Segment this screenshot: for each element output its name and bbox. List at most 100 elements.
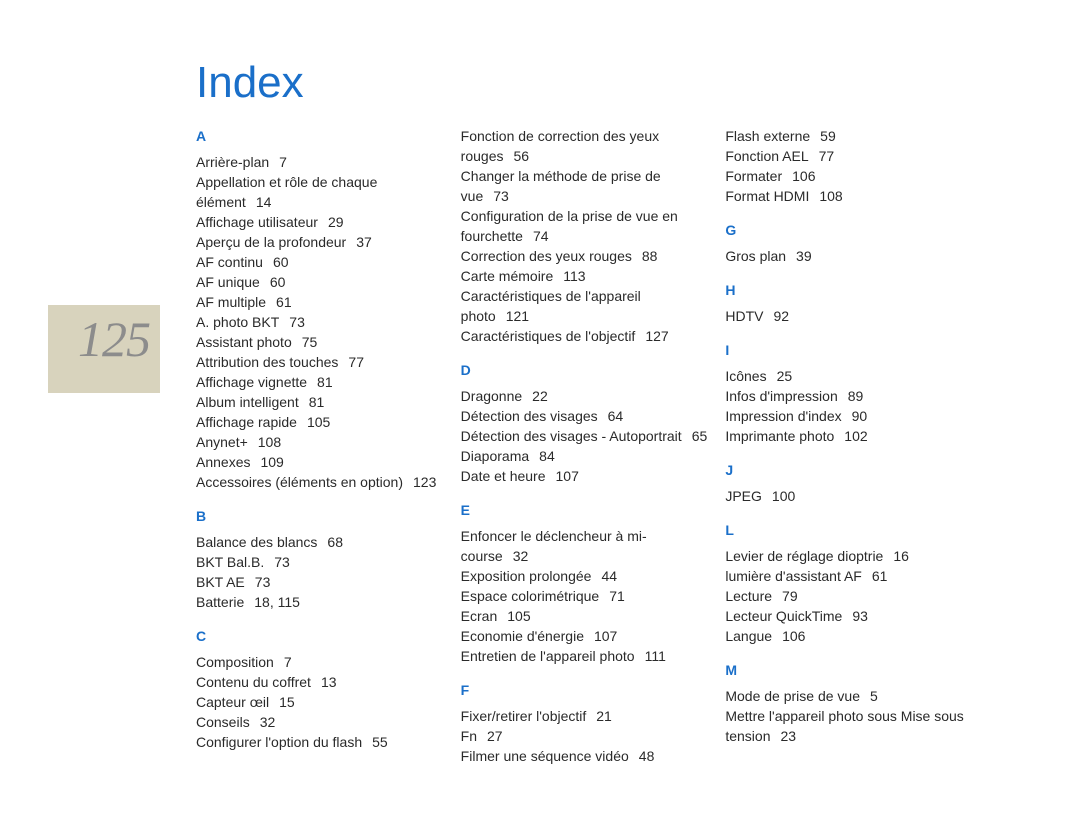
index-entry-page: 92 (763, 308, 789, 324)
index-entry: Mettre l'appareil photo sous Mise sous t… (725, 706, 976, 746)
index-entry-page: 29 (318, 214, 344, 230)
index-entry: Balance des blancs68 (196, 532, 447, 552)
index-entry-term: Composition (196, 654, 274, 670)
index-entry-term: Album intelligent (196, 394, 299, 410)
index-entry-term: Carte mémoire (461, 268, 554, 284)
index-entry: Imprimante photo102 (725, 426, 976, 446)
index-entry-term: A. photo BKT (196, 314, 279, 330)
index-entry-term: AF continu (196, 254, 263, 270)
index-entry: Configuration de la prise de vue en four… (461, 206, 712, 246)
index-entry-term: Appellation et rôle de chaque élément (196, 174, 377, 210)
index-entry-term: Date et heure (461, 468, 546, 484)
index-entry-term: Arrière-plan (196, 154, 269, 170)
index-entry-term: lumière d'assistant AF (725, 568, 862, 584)
index-entry-term: Fn (461, 728, 477, 744)
index-entry-term: BKT AE (196, 574, 245, 590)
index-entry-page: 77 (338, 354, 364, 370)
index-entry: Aperçu de la profondeur37 (196, 232, 447, 252)
index-entry-term: Dragonne (461, 388, 523, 404)
index-entry-term: Enfoncer le déclencheur à mi-course (461, 528, 647, 564)
index-entry-page: 81 (299, 394, 325, 410)
index-entry-term: AF multiple (196, 294, 266, 310)
index-entry: Enfoncer le déclencheur à mi-course32 (461, 526, 712, 566)
index-entry-term: Détection des visages (461, 408, 598, 424)
index-entry: Conseils32 (196, 712, 447, 732)
index-letter: C (196, 626, 447, 646)
index-entry: Batterie18, 115 (196, 592, 447, 612)
index-entry-term: Economie d'énergie (461, 628, 584, 644)
index-entry: Format HDMI108 (725, 186, 976, 206)
index-entry-page: 68 (317, 534, 343, 550)
index-entry: Configurer l'option du flash55 (196, 732, 447, 752)
index-entry-page: 100 (762, 488, 795, 504)
index-entry: Changer la méthode de prise de vue73 (461, 166, 712, 206)
index-entry: Infos d'impression89 (725, 386, 976, 406)
index-entry-page: 59 (810, 128, 836, 144)
index-columns: AArrière-plan7Appellation et rôle de cha… (196, 126, 976, 766)
index-entry: Accessoires (éléments en option)123 (196, 472, 447, 492)
index-entry-page: 39 (786, 248, 812, 264)
index-entry-page: 73 (279, 314, 305, 330)
index-entry: AF continu60 (196, 252, 447, 272)
index-entry-page: 73 (264, 554, 290, 570)
index-entry-term: Configuration de la prise de vue en four… (461, 208, 678, 244)
index-entry-term: Détection des visages - Autoportrait (461, 428, 682, 444)
index-entry-term: Gros plan (725, 248, 786, 264)
index-entry-term: Assistant photo (196, 334, 292, 350)
index-entry: Formater106 (725, 166, 976, 186)
index-entry-term: Infos d'impression (725, 388, 837, 404)
index-entry-term: Icônes (725, 368, 766, 384)
index-entry-page: 65 (682, 428, 708, 444)
index-entry-page: 23 (771, 728, 797, 744)
index-entry-page: 32 (250, 714, 276, 730)
index-entry-term: Entretien de l'appareil photo (461, 648, 635, 664)
index-entry-term: JPEG (725, 488, 762, 504)
index-entry-page: 127 (635, 328, 668, 344)
index-entry-page: 79 (772, 588, 798, 604)
index-entry-page: 25 (767, 368, 793, 384)
index-entry-page: 74 (523, 228, 549, 244)
index-entry: Caractéristiques de l'objectif127 (461, 326, 712, 346)
index-entry: Détection des visages64 (461, 406, 712, 426)
index-entry: Annexes109 (196, 452, 447, 472)
index-entry: Ecran105 (461, 606, 712, 626)
index-entry: Lecture79 (725, 586, 976, 606)
index-entry-page: 108 (809, 188, 842, 204)
index-entry-term: Exposition prolongée (461, 568, 592, 584)
index-entry-term: Balance des blancs (196, 534, 317, 550)
index-entry: Arrière-plan7 (196, 152, 447, 172)
index-entry-term: Fonction de correction des yeux rouges (461, 128, 659, 164)
index-entry-term: Annexes (196, 454, 250, 470)
index-entry-term: Affichage vignette (196, 374, 307, 390)
index-column: Flash externe59 Fonction AEL77Formater106… (725, 126, 976, 766)
index-entry-page: 107 (584, 628, 617, 644)
index-letter: J (725, 460, 976, 480)
index-entry: Caractéristiques de l'appareil photo121 (461, 286, 712, 326)
index-entry-term: Fixer/retirer l'objectif (461, 708, 587, 724)
index-entry: HDTV92 (725, 306, 976, 326)
index-entry: Fonction AEL77 (725, 146, 976, 166)
index-entry-term: Mettre l'appareil photo sous Mise sous t… (725, 708, 963, 744)
index-entry-page: 32 (503, 548, 529, 564)
index-letter: I (725, 340, 976, 360)
index-letter: D (461, 360, 712, 380)
index-entry: Carte mémoire113 (461, 266, 712, 286)
index-entry-page: 21 (586, 708, 612, 724)
index-entry-page: 123 (403, 474, 436, 490)
index-entry-page: 89 (838, 388, 864, 404)
index-entry: Dragonne22 (461, 386, 712, 406)
index-entry-term: Format HDMI (725, 188, 809, 204)
index-letter: M (725, 660, 976, 680)
index-entry-term: Flash externe (725, 128, 810, 144)
index-entry-page: 107 (546, 468, 579, 484)
index-entry-page: 60 (260, 274, 286, 290)
index-entry-page: 7 (269, 154, 287, 170)
index-entry-page: 81 (307, 374, 333, 390)
index-entry: Diaporama84 (461, 446, 712, 466)
index-entry: AF unique60 (196, 272, 447, 292)
index-entry-term: Attribution des touches (196, 354, 338, 370)
index-entry-term: Caractéristiques de l'appareil photo (461, 288, 641, 324)
index-entry-page: 73 (245, 574, 271, 590)
index-letter: E (461, 500, 712, 520)
index-entry-page: 121 (496, 308, 529, 324)
